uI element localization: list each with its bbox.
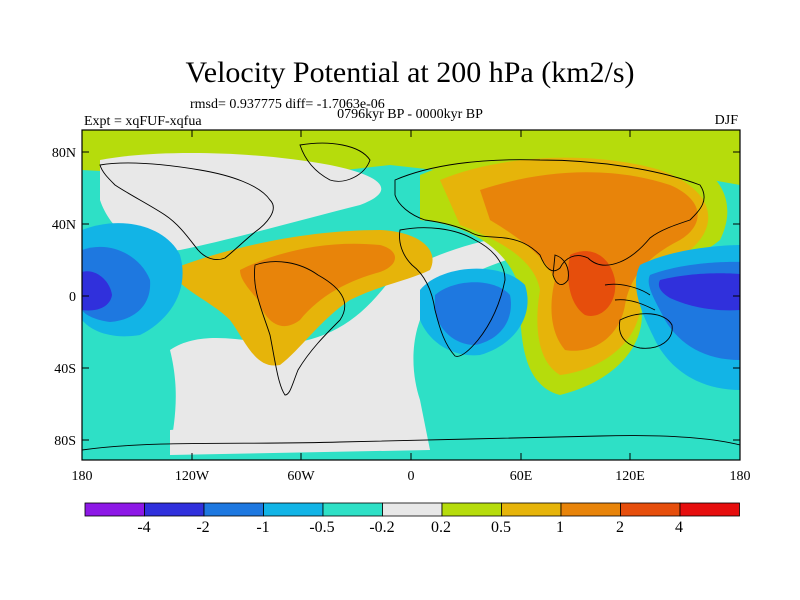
colorbar-label: 0.5 (491, 519, 511, 536)
colorbar-swatch (679, 502, 740, 517)
lon-tick-label: 60E (510, 469, 533, 484)
lat-tick-label: 40S (54, 362, 76, 377)
field-negative-westpacific-max (658, 273, 740, 311)
map-field (82, 130, 740, 460)
colorbar-swatch (560, 502, 621, 517)
lon-axis: 180 120W 60W 0 60E 120E 180 (72, 130, 751, 484)
colorbar-swatch (203, 502, 264, 517)
lon-tick-label: 0 (408, 469, 415, 484)
india-coast (552, 254, 569, 286)
colorbar-label: 1 (556, 519, 564, 536)
colorbar-swatch (441, 502, 502, 517)
lon-tick-label: 120W (175, 469, 210, 484)
antarctica-coast (82, 435, 740, 451)
stats-label: rmsd= 0.937775 diff= -1.7063e-06 (190, 97, 385, 112)
colorbar: -4 -2 -1 -0.5 -0.2 0.2 0.5 1 2 4 (84, 502, 740, 536)
colorbar-label: 4 (675, 519, 683, 536)
australia-coast (618, 313, 673, 349)
colorbar-swatch (620, 502, 681, 517)
maritime-continent-coast (604, 283, 656, 311)
africa-coast (399, 227, 506, 357)
colorbar-label: -0.2 (369, 519, 394, 536)
lat-tick-label: 80S (54, 434, 76, 449)
field-positive-east-max (568, 251, 616, 316)
lon-tick-label: 60W (287, 469, 315, 484)
colorbar-label: -2 (196, 519, 209, 536)
field-neutral-north (100, 153, 382, 251)
lat-tick-label: 0 (69, 290, 76, 305)
lon-tick-label: 120E (615, 469, 645, 484)
colorbar-boxes (84, 502, 740, 517)
colorbar-swatch (84, 502, 145, 517)
colorbar-label: -4 (137, 519, 150, 536)
greenland-coast (299, 142, 371, 182)
field-neutral-antarctic (170, 426, 430, 455)
colorbar-label: 2 (616, 519, 624, 536)
field-neutral-south (170, 232, 560, 450)
field-negative-africa-mid (435, 282, 511, 345)
lat-axis: 80N 40N 0 40S 80S (52, 146, 740, 449)
colorbar-swatch (382, 502, 443, 517)
colorbar-swatch (144, 502, 205, 517)
period-label: 0796kyr BP - 0000kyr BP (337, 107, 483, 122)
lon-tick-label: 180 (72, 469, 93, 484)
lat-tick-label: 40N (52, 218, 76, 233)
lat-tick-label: 80N (52, 146, 76, 161)
colorbar-label: -1 (256, 519, 269, 536)
colorbar-label: 0.2 (431, 519, 451, 536)
experiment-label: Expt = xqFUF-xqfua (84, 114, 202, 129)
north-america-coast (99, 162, 274, 261)
colorbar-swatch (322, 502, 383, 517)
field-positive-west-high (240, 243, 395, 327)
figure-title: Velocity Potential at 200 hPa (km2/s) (185, 56, 634, 89)
lon-tick-label: 180 (730, 469, 751, 484)
season-label: DJF (715, 113, 739, 128)
colorbar-swatch (501, 502, 562, 517)
south-america-coast (254, 261, 346, 396)
colorbar-label: -0.5 (309, 519, 334, 536)
coastlines (82, 142, 740, 451)
eurasia-coast (394, 159, 705, 272)
colorbar-swatch (263, 502, 324, 517)
field-negative-pacific-max (82, 271, 112, 311)
